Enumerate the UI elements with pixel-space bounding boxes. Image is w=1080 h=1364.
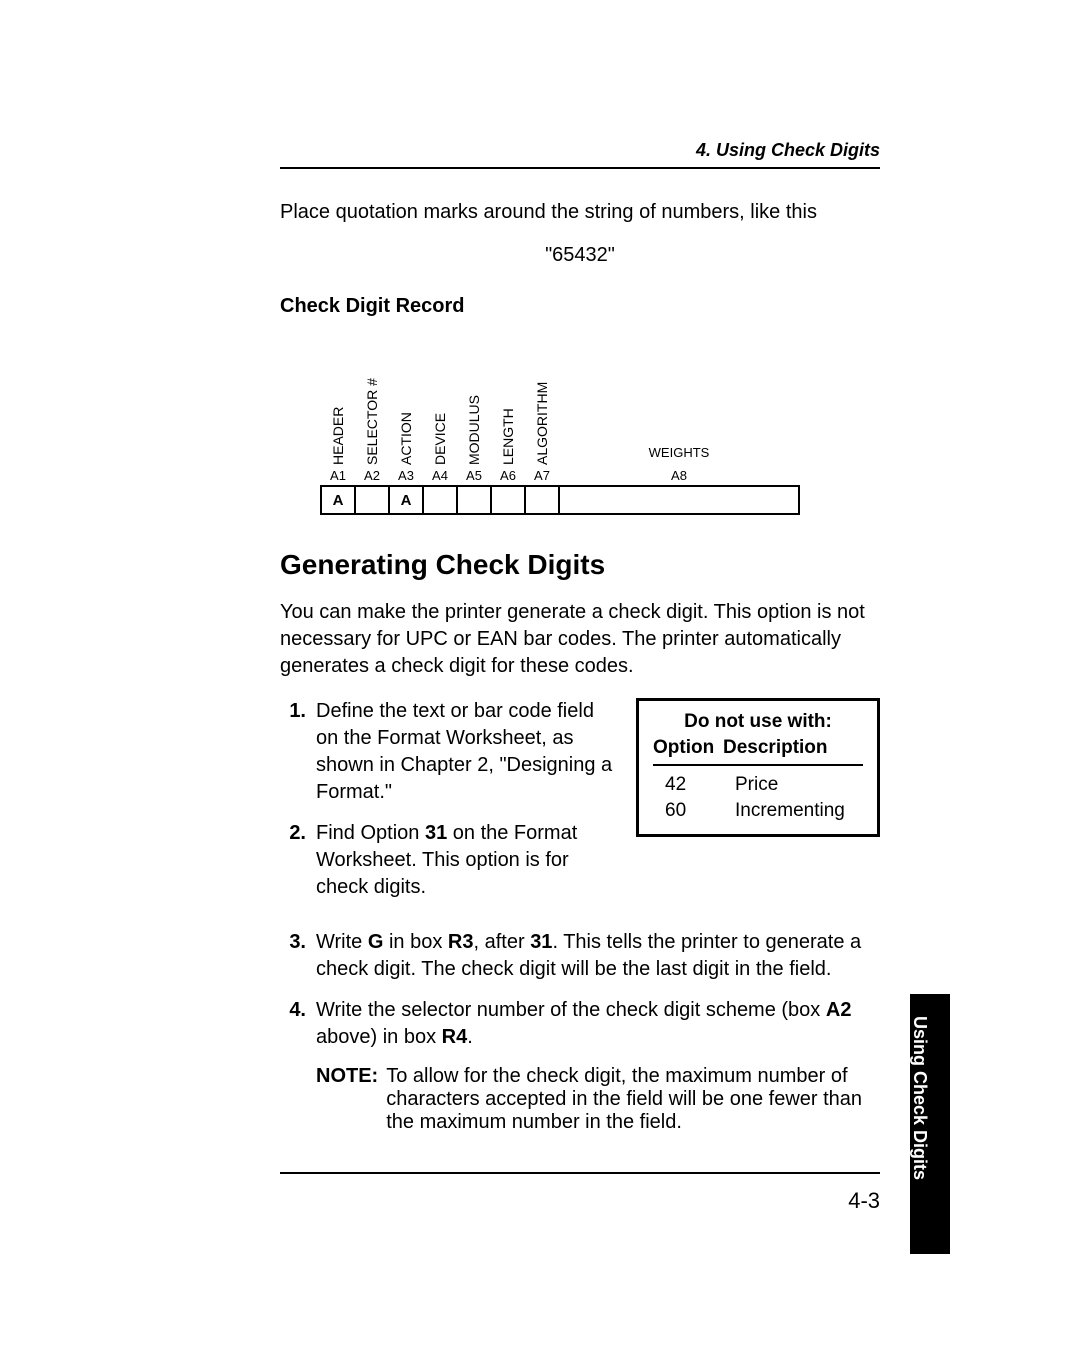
infobox-title: Do not use with: bbox=[653, 709, 863, 735]
record-cell: A bbox=[321, 486, 355, 514]
record-table: HEADER SELECTOR # ACTION DEVICE MODULUS … bbox=[320, 336, 800, 515]
list-text: Write the selector number of the check d… bbox=[316, 997, 880, 1051]
note-text: To allow for the check digit, the maximu… bbox=[386, 1065, 880, 1134]
do-not-use-box: Do not use with: Option Description 42 P… bbox=[636, 698, 880, 837]
col-header-selector: SELECTOR # bbox=[355, 336, 389, 466]
record-cell bbox=[355, 486, 389, 514]
a-label: A6 bbox=[491, 466, 525, 486]
col-header-weights: WEIGHTS bbox=[559, 336, 799, 466]
record-cell bbox=[559, 486, 799, 514]
list-number: 2. bbox=[280, 820, 306, 901]
infobox-header-row: Option Description bbox=[653, 735, 863, 767]
record-cell bbox=[423, 486, 457, 514]
note-block: NOTE: To allow for the check digit, the … bbox=[280, 1065, 880, 1134]
infobox-cell: Price bbox=[735, 772, 778, 798]
page-number: 4-3 bbox=[848, 1188, 880, 1214]
chapter-label: 4. Using Check Digits bbox=[280, 140, 880, 161]
col-header-length: LENGTH bbox=[491, 336, 525, 466]
generating-check-digits-heading: Generating Check Digits bbox=[280, 549, 880, 581]
a-label: A5 bbox=[457, 466, 491, 486]
a-label: A8 bbox=[559, 466, 799, 486]
example-string: "65432" bbox=[280, 244, 880, 267]
a-label: A3 bbox=[389, 466, 423, 486]
intro-paragraph: Place quotation marks around the string … bbox=[280, 199, 880, 226]
list-text: Write G in box R3, after 31. This tells … bbox=[316, 929, 880, 983]
a-label: A2 bbox=[355, 466, 389, 486]
list-text: Find Option 31 on the Format Worksheet. … bbox=[316, 820, 618, 901]
check-digit-record-heading: Check Digit Record bbox=[280, 295, 880, 318]
list-item: 1. Define the text or bar code field on … bbox=[280, 698, 880, 915]
record-cell bbox=[525, 486, 559, 514]
page: 4. Using Check Digits Place quotation ma… bbox=[0, 0, 1080, 1364]
record-cell bbox=[491, 486, 525, 514]
infobox-row: 60 Incrementing bbox=[653, 798, 863, 824]
infobox-cell: 42 bbox=[653, 772, 735, 798]
infobox-cell: Incrementing bbox=[735, 798, 845, 824]
a-label: A1 bbox=[321, 466, 355, 486]
col-header-algorithm: ALGORITHM bbox=[525, 336, 559, 466]
record-cell: A bbox=[389, 486, 423, 514]
infobox-col-description: Description bbox=[723, 735, 828, 761]
list-item: 4. Write the selector number of the chec… bbox=[280, 997, 880, 1051]
infobox-col-option: Option bbox=[653, 735, 723, 761]
col-header-header: HEADER bbox=[321, 336, 355, 466]
generating-paragraph: You can make the printer generate a chec… bbox=[280, 599, 880, 680]
infobox-row: 42 Price bbox=[653, 772, 863, 798]
list-number: 3. bbox=[280, 929, 306, 983]
top-rule bbox=[280, 167, 880, 169]
note-label: NOTE: bbox=[316, 1065, 378, 1134]
side-tab-label: Using Check Digits bbox=[909, 1016, 930, 1180]
ordered-list: 1. Define the text or bar code field on … bbox=[280, 698, 880, 1134]
col-header-action: ACTION bbox=[389, 336, 423, 466]
bottom-rule bbox=[280, 1172, 880, 1174]
col-header-modulus: MODULUS bbox=[457, 336, 491, 466]
check-digit-record-table: HEADER SELECTOR # ACTION DEVICE MODULUS … bbox=[320, 336, 840, 515]
col-header-device: DEVICE bbox=[423, 336, 457, 466]
list-number: 4. bbox=[280, 997, 306, 1051]
record-cell bbox=[457, 486, 491, 514]
side-tab: Using Check Digits bbox=[910, 994, 950, 1254]
list-text: Define the text or bar code field on the… bbox=[316, 698, 618, 806]
infobox-cell: 60 bbox=[653, 798, 735, 824]
a-label: A7 bbox=[525, 466, 559, 486]
list-item: 3. Write G in box R3, after 31. This tel… bbox=[280, 929, 880, 983]
a-label: A4 bbox=[423, 466, 457, 486]
